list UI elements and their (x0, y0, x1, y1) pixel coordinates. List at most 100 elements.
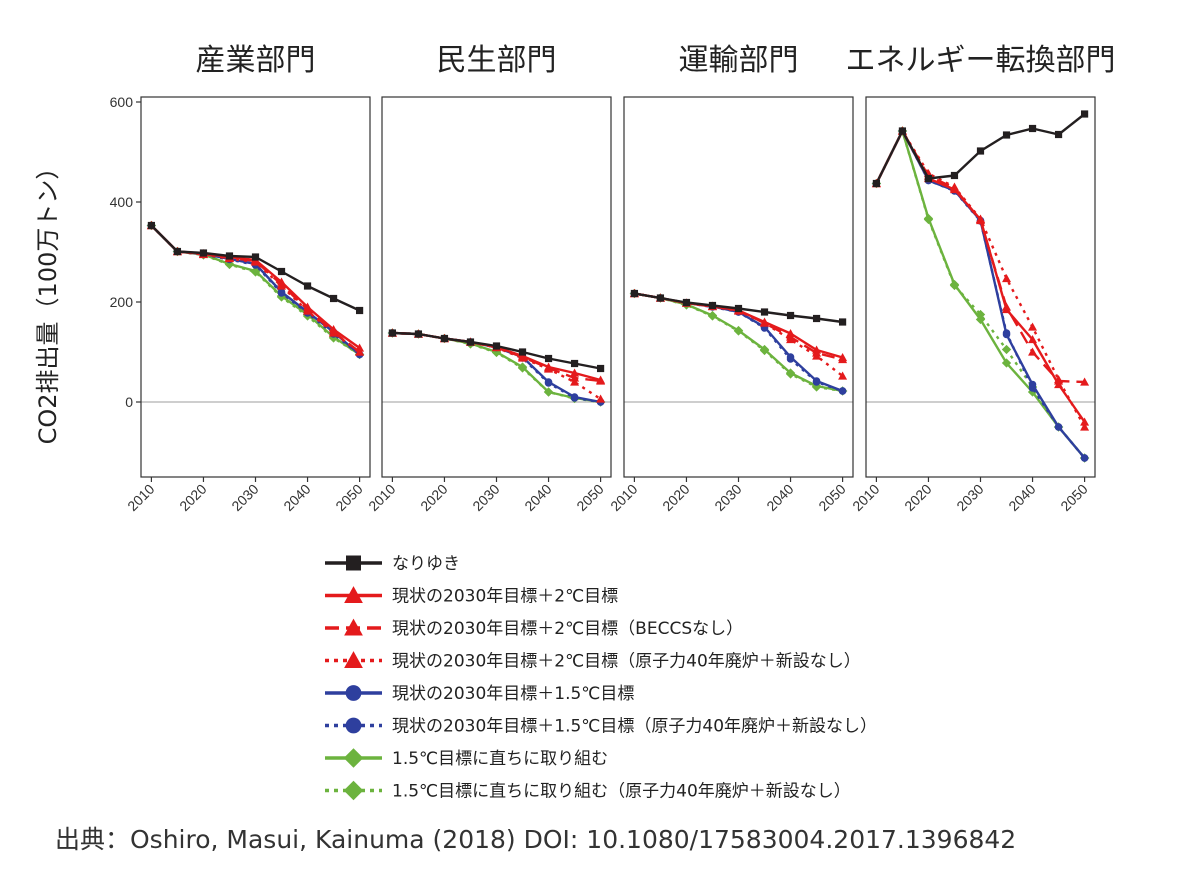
data-point (1002, 274, 1012, 283)
data-point (277, 277, 287, 286)
data-point (570, 373, 580, 382)
data-point (303, 282, 312, 290)
legend-label: 現状の2030年目標＋2℃目標（原子力40年廃炉＋新設なし） (392, 652, 861, 672)
panel-4: エネルギー転換部門 2010 2020 2030 2040 2050 (846, 43, 1116, 514)
x-tick-label: 2050 (1057, 481, 1090, 514)
legend-marker (344, 651, 363, 668)
data-point (838, 387, 847, 395)
data-point (596, 394, 606, 403)
data-point (518, 348, 527, 356)
panel-3: 運輸部門 2010 2020 2030 2040 2050 (607, 43, 854, 514)
x-tick-label: 2050 (332, 481, 365, 514)
data-point (838, 353, 848, 362)
series-line (875, 129, 1086, 459)
data-point (924, 174, 933, 183)
data-point (544, 362, 554, 371)
series-5 (872, 127, 1089, 462)
series-2 (871, 126, 1090, 426)
data-point (976, 147, 985, 155)
data-point (812, 314, 821, 323)
data-point (596, 364, 605, 373)
source-citation: 出典：Oshiro, Masui, Kainuma (2018) DOI: 10… (55, 825, 1016, 854)
data-point (949, 279, 960, 290)
data-point (1054, 380, 1064, 389)
x-tick-label: 2010 (124, 481, 157, 514)
legend: なりゆき現状の2030年目標＋2℃目標現状の2030年目標＋2℃目標（BECCS… (325, 554, 877, 802)
data-point (388, 329, 397, 337)
x-tick-label: 2050 (573, 481, 606, 514)
data-point (543, 387, 554, 397)
data-point (872, 179, 881, 188)
x-tick-label: 2040 (521, 481, 554, 514)
series-line (875, 129, 1086, 428)
series-line (150, 224, 361, 356)
legend-marker (343, 748, 364, 768)
series-6 (872, 127, 1089, 462)
legend-item: 現状の2030年目標＋2℃目標 (325, 586, 618, 607)
data-point (440, 334, 449, 343)
data-point (173, 247, 182, 256)
data-point (329, 294, 338, 303)
data-point (950, 171, 959, 180)
data-point (707, 310, 718, 321)
x-tick-label: 2030 (228, 481, 261, 514)
data-point (1002, 131, 1011, 139)
y-tick-label: 400 (110, 194, 134, 210)
series-1 (388, 329, 605, 373)
data-point (251, 253, 260, 261)
series-7 (871, 126, 1090, 463)
data-point (708, 301, 717, 310)
data-point (1028, 380, 1037, 389)
data-point (760, 317, 770, 326)
series-line (634, 292, 843, 359)
legend-item: 現状の2030年目標＋1.5℃目標（原子力40年廃炉＋新設なし） (325, 717, 877, 737)
data-point (277, 288, 286, 296)
x-tick-label: 2020 (659, 481, 692, 514)
legend-label: なりゆき (392, 554, 460, 574)
data-point (898, 127, 907, 135)
series-3 (871, 126, 1090, 386)
series-2 (146, 221, 365, 352)
series-1 (147, 221, 364, 315)
series-line (875, 129, 1086, 423)
x-tick-label: 2050 (815, 481, 848, 514)
data-point (1028, 335, 1038, 344)
data-point (414, 330, 423, 338)
series-line (875, 129, 1086, 459)
legend-item: 1.5℃目標に直ちに取り組む（原子力40年廃炉＋新設なし） (325, 780, 851, 802)
x-tick-label: 2030 (469, 481, 502, 514)
y-tick-label: 200 (110, 294, 134, 310)
series-line (875, 129, 1086, 459)
panel-frame (140, 96, 371, 478)
data-point (656, 294, 665, 302)
legend-label: 1.5℃目標に直ちに取り組む（原子力40年廃炉＋新設なし） (392, 782, 851, 802)
panel-2: 民生部門 2010 2020 2030 2040 2050 (365, 43, 612, 514)
data-point (786, 329, 796, 338)
legend-marker (343, 780, 364, 801)
series-line (150, 224, 361, 356)
data-point (811, 381, 822, 391)
series-8 (871, 126, 1090, 463)
data-point (544, 354, 553, 363)
series-1 (872, 110, 1089, 188)
legend-item: 現状の2030年目標＋1.5℃目標 (325, 684, 634, 704)
x-tick-label: 2010 (849, 481, 882, 514)
data-point (225, 252, 234, 260)
data-point (1080, 454, 1089, 462)
y-tick-label: 0 (125, 394, 133, 410)
legend-label: 現状の2030年目標＋1.5℃目標 (392, 684, 634, 704)
data-point (329, 325, 339, 334)
data-point (1080, 422, 1090, 431)
data-point (1054, 423, 1063, 431)
panel-title: 産業部門 (196, 43, 316, 78)
y-tick-label: 600 (110, 94, 134, 110)
x-tick-label: 2030 (953, 481, 986, 514)
data-point (785, 368, 796, 378)
legend-item: 現状の2030年目標＋2℃目標（原子力40年廃炉＋新設なし） (325, 651, 861, 672)
data-point (570, 368, 580, 377)
data-point (570, 393, 579, 401)
legend-marker (346, 555, 361, 571)
legend-label: 現状の2030年目標＋2℃目標 (392, 587, 618, 607)
data-point (760, 308, 769, 316)
legend-marker (344, 586, 363, 603)
